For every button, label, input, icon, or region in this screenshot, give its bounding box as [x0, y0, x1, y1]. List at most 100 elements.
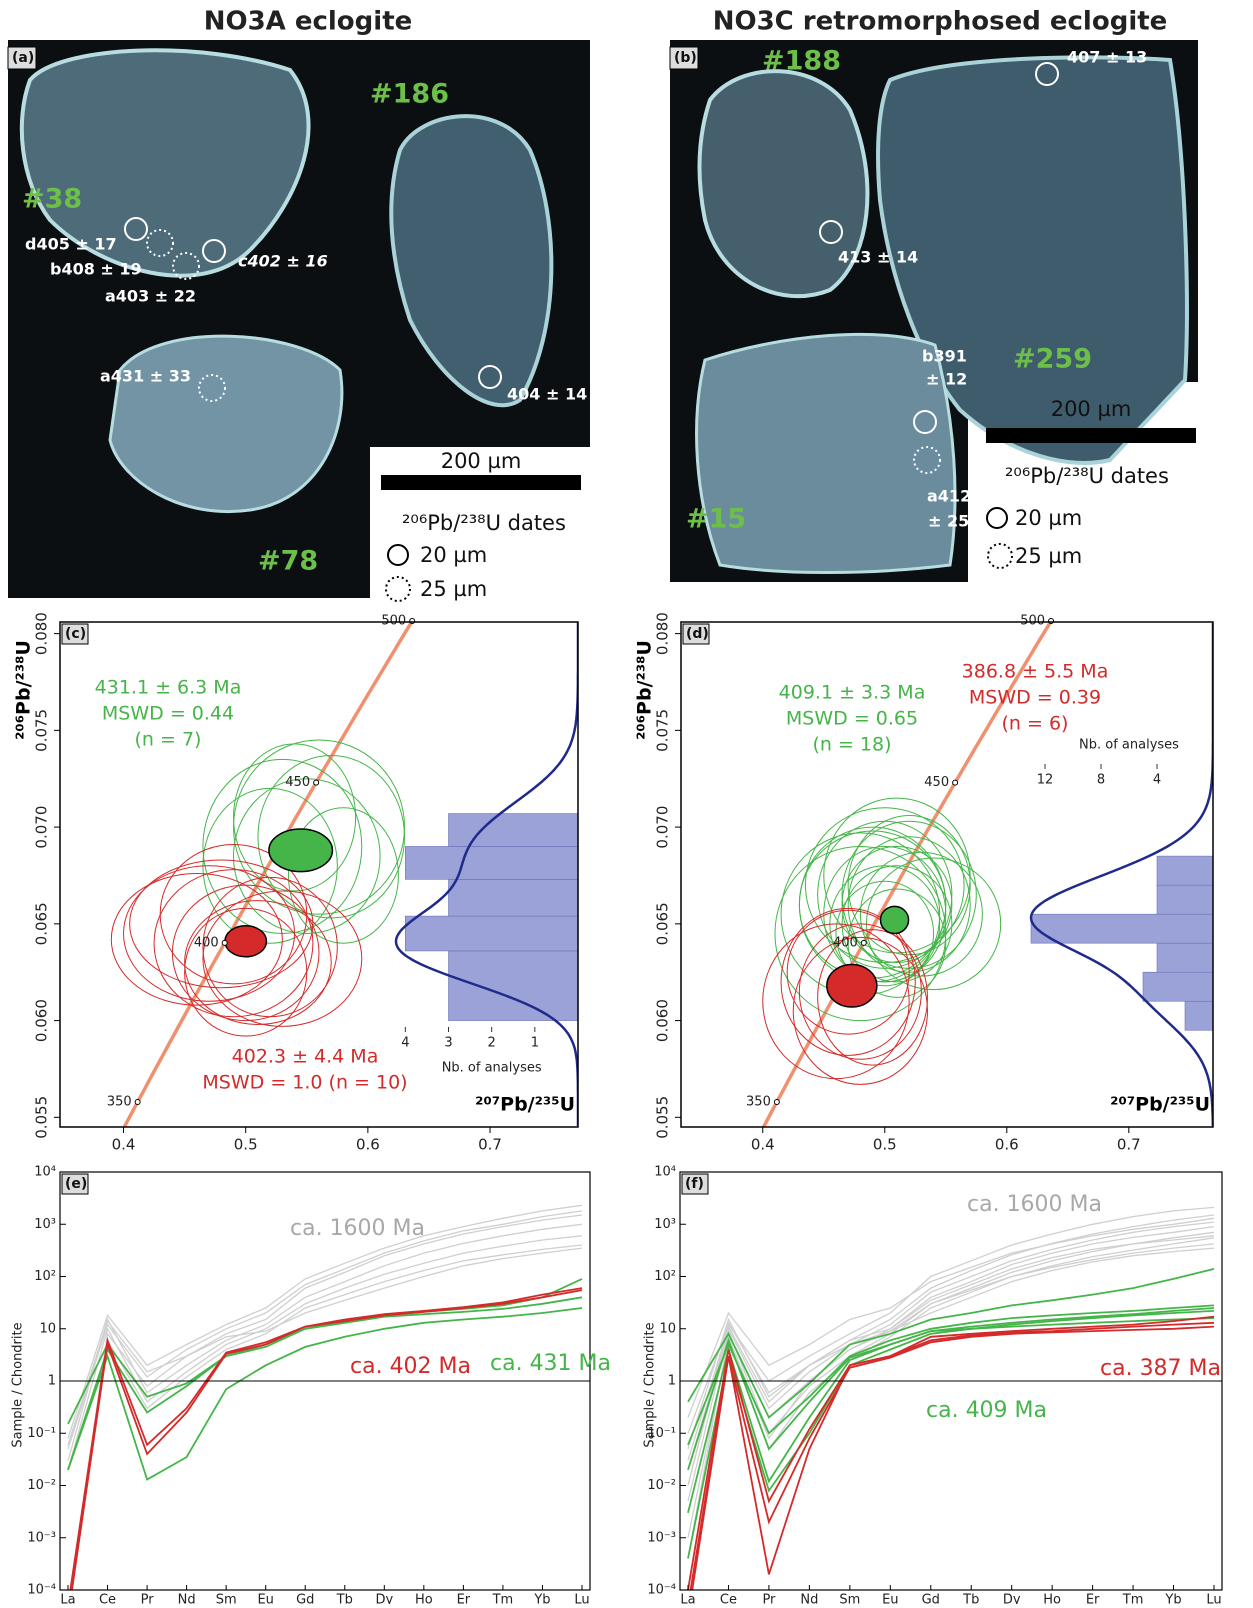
- ree-pattern: [67, 1204, 583, 1439]
- y-tick-label: 0.065: [654, 902, 672, 945]
- y-tick-label: 10: [659, 1321, 676, 1336]
- histogram-bar: [1156, 884, 1213, 915]
- grain-label: #186: [370, 79, 449, 110]
- x-tick-label: Pr: [762, 1593, 776, 1605]
- mean-ellipse: [879, 905, 910, 935]
- concordia-age-label: 350: [746, 1094, 771, 1109]
- spot-label: a431 ± 33: [100, 367, 191, 386]
- y-tick-label: 0.055: [33, 1096, 51, 1139]
- spot-label: a403 ± 22: [105, 287, 196, 306]
- plot-area: [687, 1206, 1215, 1590]
- error-ellipse: [202, 876, 338, 1018]
- x-tick-label: 0.7: [478, 1136, 502, 1154]
- y-tick-label: 10⁴: [654, 1165, 676, 1180]
- histogram-tick-label: 3: [444, 1036, 452, 1051]
- ree-pattern: [687, 1214, 1215, 1450]
- age-label: MSWD = 0.39: [969, 687, 1101, 709]
- x-tick-label: Eu: [882, 1593, 898, 1605]
- mean-ellipse: [826, 963, 878, 1008]
- legend-label: 25 µm: [1015, 544, 1082, 568]
- error-ellipse: [762, 923, 910, 1080]
- x-tick-label: Tm: [492, 1593, 514, 1605]
- mean-ellipse: [268, 828, 334, 873]
- error-ellipse: [804, 807, 965, 964]
- error-ellipse: [184, 900, 332, 1025]
- error-ellipse: [159, 844, 308, 985]
- panel-title: NO3A eclogite: [204, 7, 413, 37]
- y-tick-label: 10⁻⁴: [27, 1583, 56, 1598]
- x-tick-label: Gd: [296, 1593, 314, 1605]
- x-tick-label: 0.5: [873, 1136, 897, 1154]
- histogram-bar: [1030, 913, 1213, 944]
- y-axis-label: ²⁰⁶Pb/²³⁸U: [13, 640, 35, 740]
- panel-label: (b): [674, 50, 697, 66]
- concordia-age-marker: [952, 779, 959, 786]
- age-label: (n = 18): [812, 734, 891, 756]
- ree-pattern: [67, 1247, 583, 1445]
- concordia-age-label: 400: [194, 935, 219, 950]
- histogram-tick-label: 4: [1153, 773, 1161, 788]
- error-ellipse: [780, 907, 916, 1056]
- y-tick-label: 1: [48, 1374, 56, 1389]
- spot-label: a412: [927, 487, 971, 506]
- ree-pattern: [687, 1315, 1215, 1590]
- concordia-age-marker: [313, 779, 320, 786]
- panel-label-box: [682, 623, 710, 645]
- legend-title: ²⁰⁶Pb/²³⁸U dates: [402, 511, 566, 535]
- y-tick-label: 0.080: [33, 612, 51, 655]
- error-ellipse: [835, 880, 935, 987]
- panel-label-box: [61, 623, 89, 645]
- ree-pattern: [687, 1268, 1215, 1419]
- error-ellipse: [232, 739, 406, 915]
- concordia-age-marker: [409, 618, 416, 625]
- spot-label: 413 ± 14: [838, 248, 918, 267]
- x-tick-label: Yb: [1164, 1593, 1181, 1605]
- y-tick-label: 10⁻¹: [647, 1426, 676, 1441]
- x-tick-label: Nd: [178, 1593, 196, 1605]
- grain-label: #15: [686, 504, 746, 535]
- spot-label: ± 12: [926, 370, 967, 389]
- spot-label: ± 25: [928, 512, 969, 531]
- age-label: (n = 7): [135, 729, 202, 751]
- annotation: ca. 387 Ma: [1100, 1356, 1221, 1381]
- x-tick-label: Ho: [415, 1593, 433, 1605]
- error-ellipse: [823, 797, 971, 954]
- error-ellipse: [847, 814, 971, 956]
- y-tick-label: 0.075: [33, 709, 51, 752]
- spot-label: c402 ± 16: [238, 252, 328, 271]
- y-tick-label: 10⁻¹: [27, 1426, 56, 1441]
- error-ellipse: [232, 743, 357, 892]
- x-tick-label: Ce: [99, 1593, 116, 1605]
- x-tick-label: Er: [1086, 1593, 1100, 1605]
- ree-pattern: [67, 1296, 583, 1471]
- x-tick-label: Eu: [257, 1593, 273, 1605]
- histogram-tick-label: 4: [401, 1036, 409, 1051]
- concordia-age-label: 450: [924, 775, 949, 790]
- histogram-bar: [1184, 1000, 1213, 1031]
- plot-area: [67, 1204, 583, 1590]
- x-tick-label: Sm: [839, 1593, 860, 1605]
- age-label: 409.1 ± 3.3 Ma: [779, 682, 926, 704]
- ree-pattern: [691, 1325, 1215, 1590]
- ree-pattern: [687, 1247, 1215, 1486]
- error-ellipse: [817, 820, 953, 969]
- x-tick-label: 0.6: [356, 1136, 380, 1154]
- concordia-age-marker: [221, 939, 228, 946]
- x-tick-label: Tm: [1122, 1593, 1144, 1605]
- panel-label: (d): [686, 626, 709, 642]
- histogram-bar: [1156, 942, 1213, 973]
- x-tick-label: La: [60, 1593, 75, 1605]
- histogram-tick-label: 2: [488, 1036, 496, 1051]
- histogram-axis-label: Nb. of analyses: [442, 1061, 542, 1076]
- ree-pattern: [67, 1223, 583, 1461]
- grain-label: #188: [762, 46, 841, 77]
- y-tick-label: 10: [39, 1321, 56, 1336]
- spot-label: 404 ± 14: [507, 385, 587, 404]
- legend-label: 20 µm: [420, 543, 487, 567]
- ree-pattern: [687, 1217, 1215, 1418]
- x-tick-label: Lu: [574, 1593, 589, 1605]
- annotation: ca. 1600 Ma: [967, 1192, 1102, 1217]
- ree-pattern: [71, 1244, 583, 1590]
